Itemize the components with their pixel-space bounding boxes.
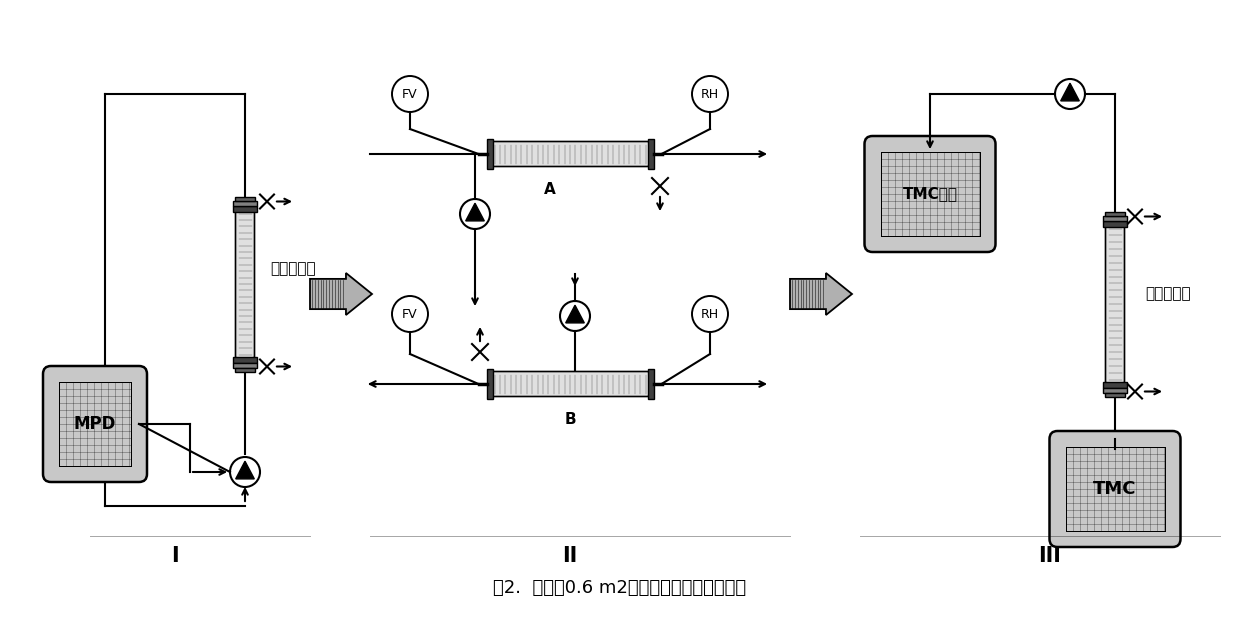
Polygon shape — [565, 305, 584, 323]
Polygon shape — [1060, 83, 1079, 101]
Polygon shape — [647, 369, 653, 399]
Polygon shape — [233, 363, 257, 368]
Polygon shape — [1104, 215, 1127, 220]
Text: B: B — [564, 411, 575, 426]
Polygon shape — [647, 139, 653, 169]
Text: I: I — [171, 546, 179, 566]
Polygon shape — [233, 205, 257, 212]
Polygon shape — [1104, 220, 1127, 227]
Polygon shape — [466, 203, 485, 221]
Polygon shape — [236, 197, 255, 200]
FancyBboxPatch shape — [43, 366, 148, 482]
Text: 图2.  应用于0.6 m2组件的涂覆方案的示意图: 图2. 应用于0.6 m2组件的涂覆方案的示意图 — [494, 579, 746, 597]
FancyBboxPatch shape — [1106, 225, 1125, 383]
Polygon shape — [233, 200, 257, 205]
Text: III: III — [1039, 546, 1061, 566]
Polygon shape — [310, 273, 372, 315]
Polygon shape — [486, 139, 492, 169]
Polygon shape — [236, 461, 254, 479]
FancyBboxPatch shape — [491, 371, 649, 396]
Text: FV: FV — [402, 87, 418, 100]
Text: 封闭的壳杯: 封闭的壳杯 — [1145, 286, 1190, 301]
Text: 封闭的壳杯: 封闭的壳杯 — [270, 261, 316, 276]
Text: TMC液液: TMC液液 — [903, 187, 957, 202]
Polygon shape — [1104, 388, 1127, 392]
Text: A: A — [544, 182, 556, 197]
Polygon shape — [790, 273, 852, 315]
FancyBboxPatch shape — [1049, 431, 1180, 547]
FancyBboxPatch shape — [236, 210, 254, 358]
Polygon shape — [236, 368, 255, 371]
Text: RH: RH — [701, 308, 719, 321]
Text: II: II — [563, 546, 578, 566]
Text: TMC: TMC — [1094, 480, 1137, 498]
Polygon shape — [1105, 212, 1125, 215]
Polygon shape — [486, 369, 492, 399]
Polygon shape — [1104, 381, 1127, 388]
Polygon shape — [1105, 392, 1125, 396]
Text: RH: RH — [701, 87, 719, 100]
FancyBboxPatch shape — [864, 136, 996, 252]
Text: MPD: MPD — [74, 415, 117, 433]
Text: FV: FV — [402, 308, 418, 321]
Polygon shape — [233, 356, 257, 363]
FancyBboxPatch shape — [491, 142, 649, 167]
